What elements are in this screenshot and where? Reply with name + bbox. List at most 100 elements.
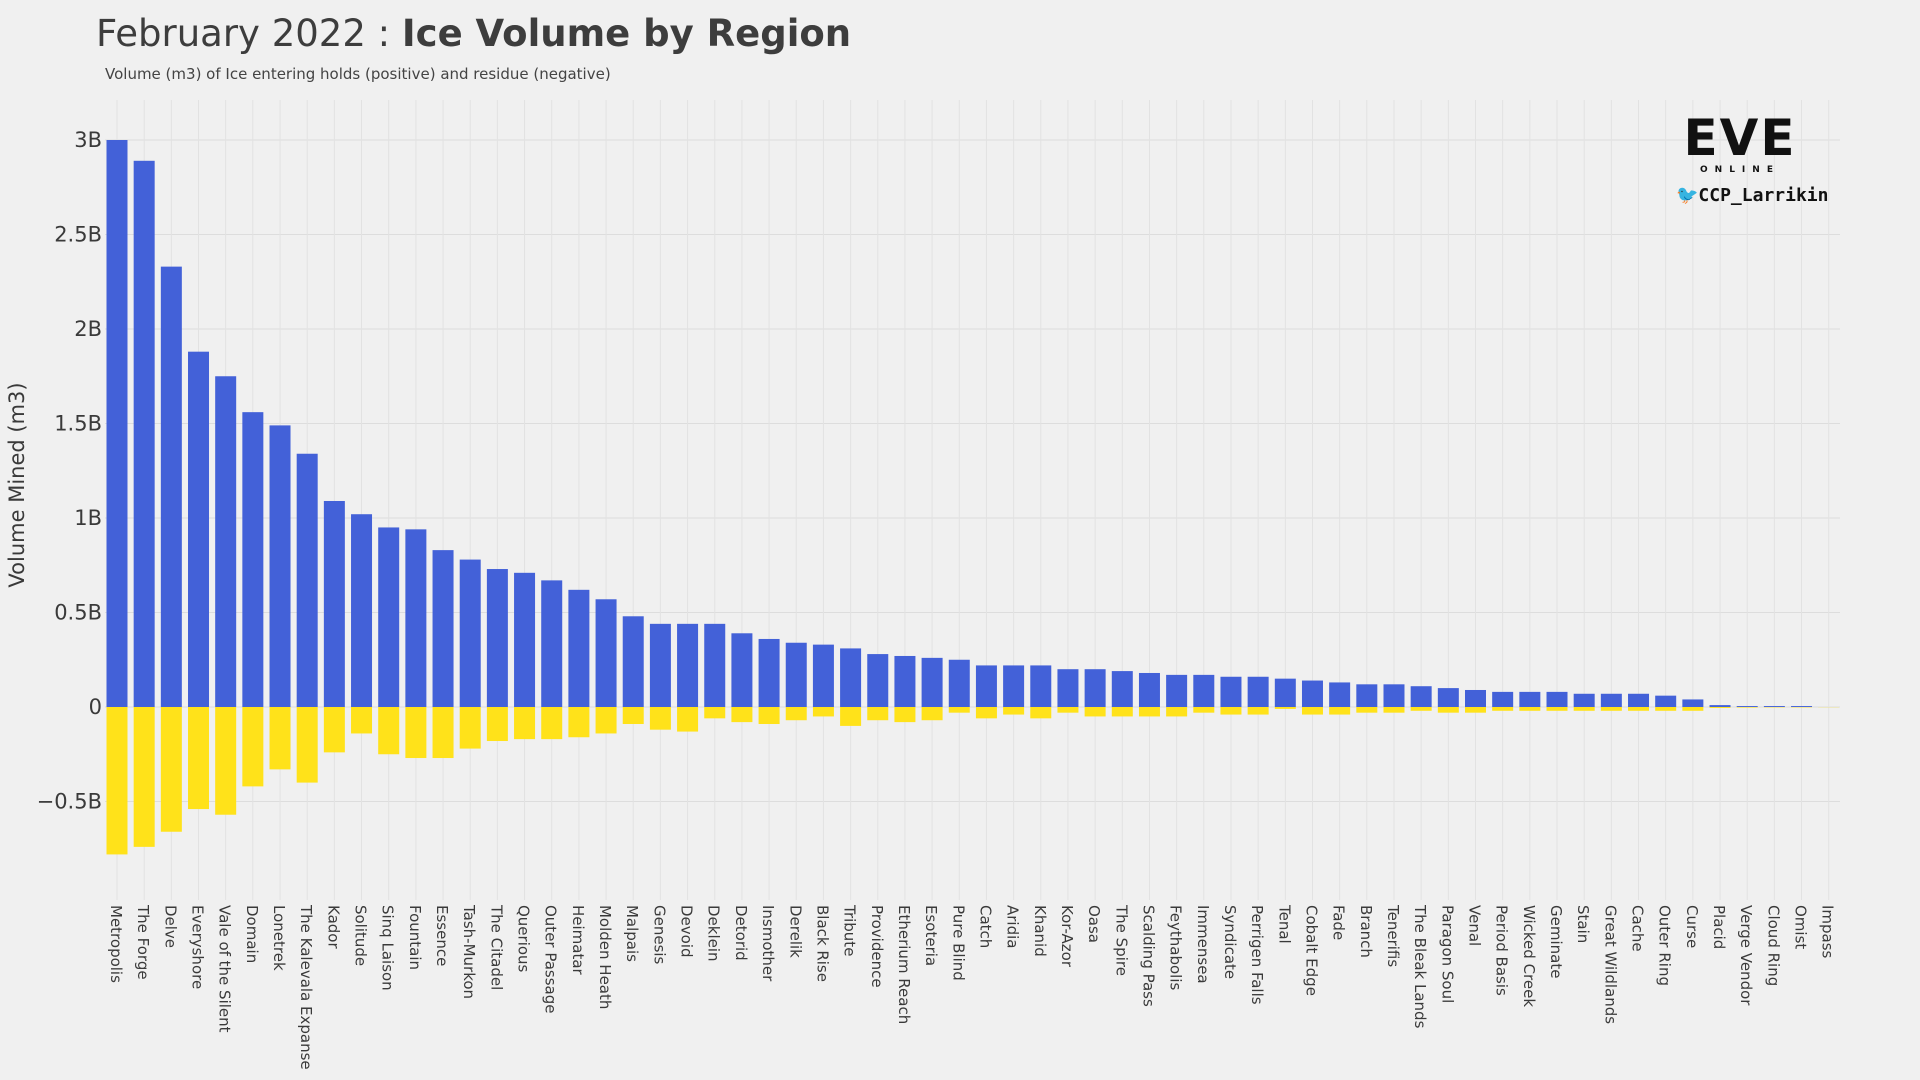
- bar-negative: [1709, 707, 1731, 708]
- x-axis-ticks: Metropolis The Forge Delve Everyshore Vale o…: [107, 904, 1837, 1070]
- bar-positive: [378, 527, 400, 707]
- x-tick-label: Impass: [1819, 905, 1837, 959]
- bar-positive: [106, 140, 128, 707]
- bar-negative: [948, 707, 970, 713]
- bar-negative: [731, 707, 753, 723]
- y-tick-label: 1.5B: [54, 412, 102, 436]
- bar-positive: [1682, 699, 1704, 707]
- x-tick-label: Placid: [1710, 905, 1728, 949]
- bar-positive: [541, 580, 563, 707]
- bar-negative: [704, 707, 726, 719]
- bar-negative: [595, 707, 617, 734]
- bar-positive: [812, 644, 834, 707]
- x-tick-label: Immensea: [1194, 905, 1212, 984]
- x-tick-label: Fade: [1330, 905, 1348, 940]
- bar-negative: [1329, 707, 1351, 715]
- y-tick-label: 3B: [74, 128, 102, 152]
- bar-positive: [1301, 680, 1323, 707]
- bar-negative: [1301, 707, 1323, 715]
- twitter-handle: CCP_Larrikin: [1698, 185, 1829, 206]
- bar-negative: [1356, 707, 1378, 713]
- bar-negative: [514, 707, 536, 740]
- bar-positive: [1274, 678, 1296, 707]
- bar-negative: [1437, 707, 1459, 713]
- x-tick-label: The Bleak Lands: [1411, 904, 1429, 1029]
- x-tick-label: Catch: [976, 905, 994, 948]
- chart-title-bold: Ice Volume by Region: [401, 12, 852, 55]
- bar-positive: [785, 642, 807, 707]
- bar-negative: [432, 707, 454, 759]
- bar-negative: [649, 707, 671, 730]
- x-tick-label: Everyshore: [189, 905, 207, 989]
- bar-positive: [1573, 693, 1595, 707]
- chart-subtitle: Volume (m3) of Ice entering holds (posit…: [105, 65, 611, 83]
- x-tick-label: Tenal: [1275, 904, 1293, 944]
- bar-negative: [1030, 707, 1052, 719]
- bar-positive: [486, 569, 508, 707]
- x-tick-label: Cache: [1629, 905, 1647, 952]
- x-tick-label: Detorid: [732, 905, 750, 961]
- x-tick-label: Providence: [868, 905, 886, 988]
- logo-sub: ONLINE: [1700, 165, 1780, 175]
- bar-positive: [622, 616, 644, 707]
- bar-positive: [459, 559, 481, 707]
- bar-negative: [351, 707, 373, 734]
- bar-negative: [215, 707, 237, 815]
- bar-negative: [242, 707, 264, 787]
- bar-negative: [541, 707, 563, 740]
- x-tick-label: Sinq Laison: [379, 905, 397, 991]
- bar-positive: [1791, 706, 1813, 707]
- bar-positive: [1437, 688, 1459, 707]
- bar-negative: [1655, 707, 1677, 711]
- bar-negative: [486, 707, 508, 742]
- x-tick-label: Deklein: [705, 905, 723, 962]
- bar-negative: [568, 707, 590, 738]
- x-tick-label: Wicked Creek: [1520, 905, 1538, 1007]
- y-tick-label: 0: [89, 695, 102, 719]
- bar-positive: [514, 572, 536, 707]
- bar-negative: [1628, 707, 1650, 711]
- bar-negative: [1519, 707, 1541, 711]
- bar-negative: [459, 707, 481, 749]
- chart-title: February 2022 : Ice Volume by Region: [96, 12, 851, 55]
- logo-brand: EVE: [1683, 109, 1797, 167]
- x-tick-label: Malpais: [623, 905, 641, 962]
- x-tick-label: Lonetrek: [270, 905, 288, 971]
- bar-negative: [1111, 707, 1133, 717]
- chart-title-light: February 2022 :: [96, 12, 402, 55]
- x-tick-label: Paragon Soul: [1438, 905, 1456, 1003]
- x-tick-label: Cloud Ring: [1764, 905, 1782, 986]
- grid-lines: [105, 100, 1840, 900]
- bar-positive: [1546, 691, 1568, 707]
- bar-positive: [1736, 706, 1758, 707]
- bar-negative: [1546, 707, 1568, 711]
- bar-positive: [351, 514, 373, 707]
- x-tick-label: Aridia: [1004, 905, 1022, 948]
- bar-positive: [1519, 691, 1541, 707]
- bar-negative: [1465, 707, 1486, 713]
- bar-negative: [378, 707, 400, 755]
- x-tick-label: Genesis: [650, 905, 668, 965]
- bar-positive: [1465, 689, 1486, 707]
- x-tick-label: Molden Heath: [596, 905, 614, 1009]
- x-tick-label: Essence: [433, 905, 451, 966]
- bar-negative: [1736, 707, 1758, 708]
- x-tick-label: Syndicate: [1221, 905, 1239, 979]
- x-tick-label: Venal: [1466, 905, 1484, 946]
- x-tick-label: Vale of the Silent: [216, 905, 234, 1033]
- bar-negative: [1492, 707, 1514, 711]
- x-tick-label: Feythabolis: [1167, 905, 1185, 991]
- bar-positive: [840, 648, 862, 707]
- bar-negative: [677, 707, 699, 732]
- bar-positive: [188, 351, 210, 707]
- bar-positive: [758, 638, 780, 707]
- bar-positive: [1166, 674, 1188, 707]
- bar-negative: [323, 707, 345, 753]
- bar-negative: [1600, 707, 1622, 711]
- x-tick-label: The Kalevala Expanse: [297, 904, 315, 1070]
- bar-negative: [1193, 707, 1215, 713]
- x-tick-label: Period Basis: [1493, 905, 1511, 996]
- bar-negative: [269, 707, 291, 770]
- bar-negative: [106, 707, 128, 855]
- x-tick-label: Pure Blind: [949, 905, 967, 981]
